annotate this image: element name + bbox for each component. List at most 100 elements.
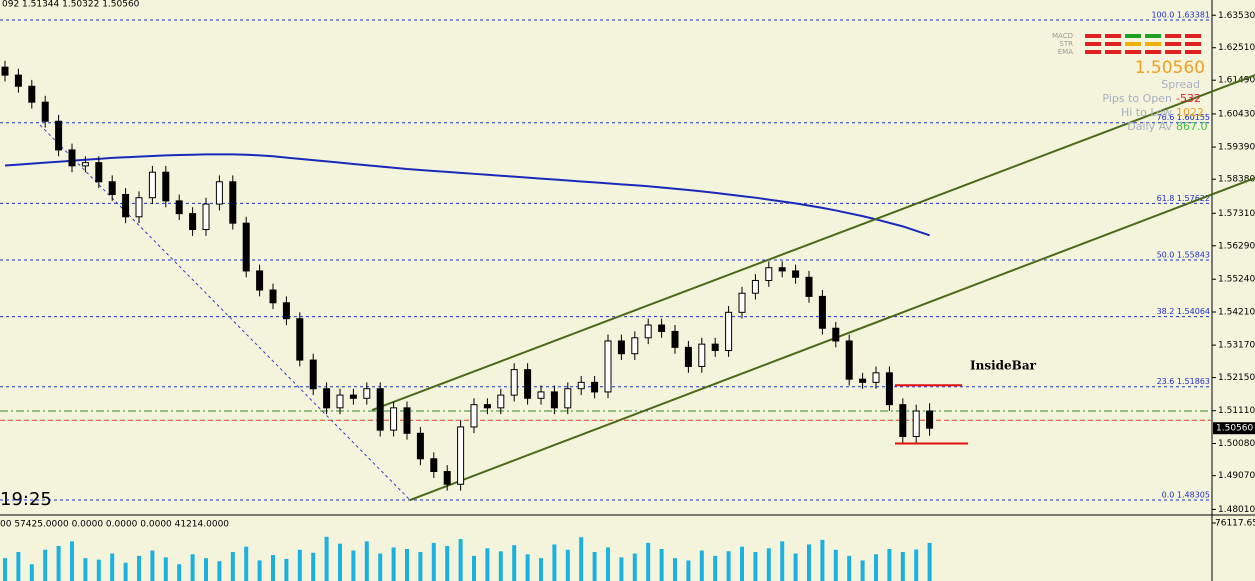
volume-bar [726,551,731,581]
y-tick-label: 1.62510 [1218,43,1255,53]
candle-body [376,388,384,431]
candle-body [671,330,679,348]
volume-bar [378,553,383,581]
dash-cell [1105,42,1121,46]
fib-label: 38.2 1.54064 [1157,307,1210,316]
volume-bar [96,559,101,581]
moving-average [4,153,930,237]
candle-body [885,372,893,406]
candle-body [309,359,317,390]
candle-body [108,181,116,196]
candle-body [416,432,424,460]
candle-body [390,407,398,431]
dash-cell [1185,34,1201,38]
volume-bar [699,550,704,581]
dash-row-value: 867.0 [1176,120,1208,133]
candle-body [725,311,733,352]
dash-cell [1125,34,1141,38]
y-tick-label: 1.55240 [1218,275,1255,285]
candle-body [215,181,223,205]
candle-body [122,194,130,218]
y-tick-label: 1.58380 [1218,175,1255,185]
candle-body [403,407,411,434]
indicator-line: 00 57425.0000 0.0000 0.0000 0.0000 41214… [0,520,229,530]
time-label: 19:25 [0,489,52,510]
dash-label: STR [1059,40,1073,48]
dash-cell [1145,42,1161,46]
candle-body [68,149,76,167]
candle-body [135,197,143,218]
candle-body [148,171,156,199]
candle-body [510,369,518,396]
y-tick-label: 1.59390 [1218,143,1255,153]
volume-bar [539,558,543,581]
volume-bar [793,553,798,581]
y-tick-label: 1.61490 [1218,76,1255,86]
volume-bar [391,547,396,581]
dash-row-label: Hi to Low [1121,106,1172,119]
volume-bar [110,553,115,581]
volume-bar [43,549,48,581]
volume-bar [177,564,182,581]
volume-bar [405,548,409,581]
candle-body [229,181,237,224]
candle-body [751,279,759,294]
candle-body [899,404,907,437]
candle-body [242,222,250,272]
fib-label: 76.6 1.60155 [1157,113,1210,122]
candle-body [470,404,478,428]
candle-body [658,324,666,332]
candle-body [818,295,826,329]
dash-row-value: -532 [1176,92,1201,105]
volume-bar [847,555,852,581]
y-tick-label: 1.54210 [1218,307,1255,317]
volume-bar [70,541,74,581]
y-tick-label: 1.57310 [1218,209,1255,219]
dash-cell [1165,42,1181,46]
candle-body [859,378,867,383]
candle-body [269,289,277,304]
volume-bar [485,548,490,581]
volume-bar [646,542,651,581]
candle-body [256,270,264,291]
candle-body [175,200,183,215]
volume-bar [632,553,637,581]
volume-bar [525,554,530,581]
volume-bar [914,549,919,581]
dash-cell [1085,42,1101,46]
fib-label: 100.0 1.63381 [1151,10,1210,19]
candle-body [604,340,612,393]
candle-body [684,346,692,367]
candle-body [81,162,89,167]
candle-body [524,369,532,399]
candle-body [162,171,170,202]
volume-bar [150,550,155,581]
volume-bar [780,541,785,581]
candle-body [497,394,505,409]
dash-cell [1085,34,1101,38]
volume-bar [257,560,262,581]
fib-diagonal [39,124,411,501]
volume-bar [512,545,517,581]
candle-body [296,318,304,361]
dashboard [1085,34,1201,54]
candle-body [1,66,9,76]
candle-body [698,343,706,367]
dash-row-value: 1022 [1176,106,1204,119]
volume-bar [565,549,570,581]
volume-bar [552,544,557,581]
volume-bar [606,547,610,581]
fib-label: 50.0 1.55843 [1157,251,1210,260]
y-tick-label: 1.60430 [1218,109,1255,119]
candle-body [778,267,786,272]
candle-body [14,74,22,87]
volume-bar [592,552,597,581]
volume-bar [284,558,289,581]
volume-bar [297,549,302,581]
volume-bar [56,545,61,581]
candle-body [832,327,840,342]
volume-bar [927,542,932,581]
candle-body [872,372,880,383]
dash-cell [1105,34,1121,38]
